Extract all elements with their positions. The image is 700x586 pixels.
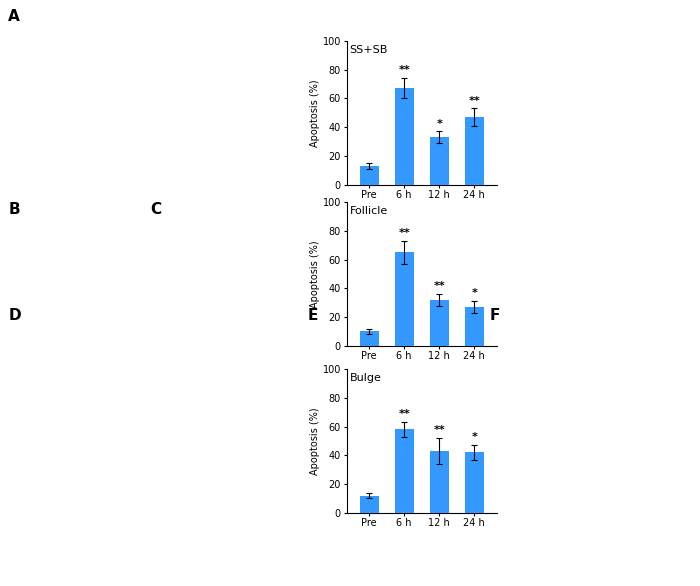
Text: **: ** bbox=[468, 96, 480, 105]
Text: Bulge: Bulge bbox=[349, 373, 382, 383]
Text: A: A bbox=[8, 9, 20, 24]
Text: SS+SB: SS+SB bbox=[349, 45, 388, 55]
Y-axis label: Apoptosis (%): Apoptosis (%) bbox=[310, 79, 320, 146]
Bar bbox=[360, 332, 379, 346]
Bar bbox=[465, 307, 484, 346]
Text: E: E bbox=[308, 308, 318, 323]
Bar bbox=[465, 452, 484, 513]
Bar bbox=[430, 137, 449, 185]
Bar bbox=[360, 496, 379, 513]
Bar bbox=[465, 117, 484, 185]
Text: F: F bbox=[490, 308, 500, 323]
Text: *: * bbox=[471, 288, 477, 298]
Text: **: ** bbox=[433, 425, 445, 435]
Text: **: ** bbox=[433, 281, 445, 291]
Text: **: ** bbox=[398, 410, 410, 420]
Bar bbox=[395, 430, 414, 513]
Y-axis label: Apoptosis (%): Apoptosis (%) bbox=[310, 407, 320, 475]
Text: D: D bbox=[8, 308, 21, 323]
Bar bbox=[395, 253, 414, 346]
Y-axis label: Apoptosis (%): Apoptosis (%) bbox=[310, 240, 320, 308]
Text: *: * bbox=[471, 432, 477, 442]
Text: B: B bbox=[8, 202, 20, 217]
Bar bbox=[395, 88, 414, 185]
Bar bbox=[430, 300, 449, 346]
Text: C: C bbox=[150, 202, 162, 217]
Text: Follicle: Follicle bbox=[349, 206, 388, 216]
Text: *: * bbox=[436, 118, 442, 128]
Bar bbox=[360, 166, 379, 185]
Text: **: ** bbox=[398, 66, 410, 76]
Bar bbox=[430, 451, 449, 513]
Text: **: ** bbox=[398, 228, 410, 238]
